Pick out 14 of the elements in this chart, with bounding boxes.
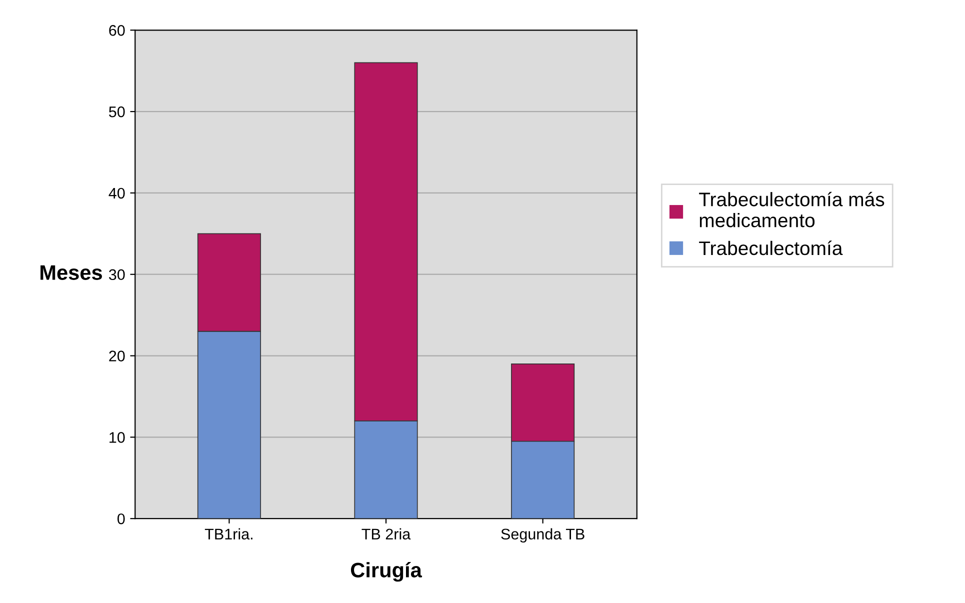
x-tick-label: TB1ria. [204, 528, 252, 540]
y-tick-label: 10 [110, 432, 125, 443]
x-axis-title: Cirugía [350, 562, 422, 582]
y-tick-label: 60 [109, 25, 125, 36]
x-tick-label: Segunda TB [501, 528, 584, 543]
y-tick-label: 40 [108, 188, 125, 199]
y-axis-title: Meses [40, 265, 102, 280]
y-tick-label: 30 [108, 269, 125, 280]
legend-label: Trabeculectomía más medicamento [699, 192, 884, 228]
y-tick-label: 20 [109, 350, 125, 362]
legend-label: Trabeculectomía [699, 240, 843, 256]
y-tick-label: 0 [117, 513, 125, 524]
y-tick-label: 50 [108, 106, 125, 118]
x-tick-label: TB 2ria [362, 528, 411, 540]
